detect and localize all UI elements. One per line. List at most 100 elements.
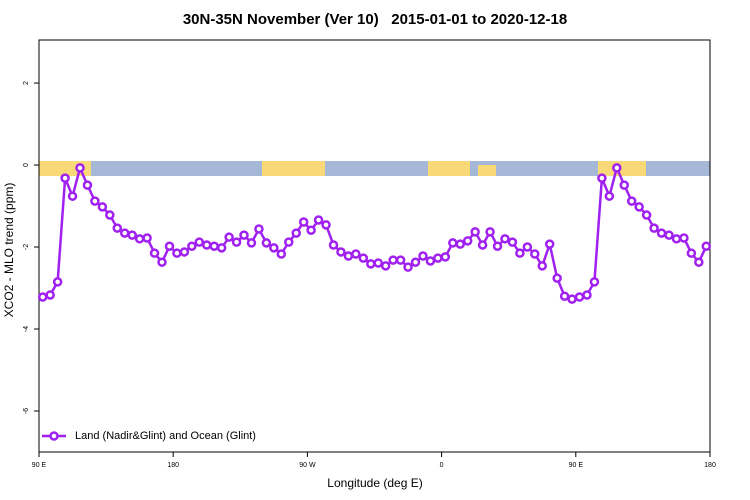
point — [425, 256, 436, 266]
point — [582, 290, 592, 300]
point — [358, 253, 369, 263]
point — [373, 258, 383, 268]
point — [45, 290, 55, 300]
point — [507, 237, 518, 247]
x-tick-label: 180 — [704, 462, 716, 469]
point — [336, 247, 346, 257]
y-axis-label: XCO2 - MLO trend (ppm) — [2, 183, 16, 318]
point — [544, 239, 555, 249]
point — [119, 228, 130, 238]
point — [216, 243, 227, 253]
series-line — [42, 164, 708, 301]
point — [559, 291, 570, 301]
y-tick-label: 0 — [23, 163, 30, 167]
point — [679, 233, 689, 243]
land-ocean-strip — [39, 161, 710, 176]
point — [641, 210, 652, 220]
point — [127, 230, 137, 240]
point — [619, 180, 630, 190]
y-tick-label: -6 — [23, 408, 30, 414]
point — [298, 217, 309, 227]
point — [380, 261, 391, 271]
point — [306, 225, 316, 235]
ocean-band — [39, 161, 710, 176]
point — [574, 292, 585, 302]
point — [172, 248, 182, 258]
plot-frame — [38, 39, 711, 453]
x-tick-label: 180 — [167, 462, 179, 469]
x-tick-label: 0 — [440, 462, 444, 469]
point — [187, 241, 197, 251]
point — [515, 248, 525, 258]
point — [239, 230, 249, 240]
point — [462, 236, 473, 246]
point — [231, 237, 242, 247]
y-tick-label: 2 — [23, 81, 30, 85]
point — [276, 249, 287, 259]
point — [686, 248, 697, 258]
point — [209, 241, 219, 251]
point — [477, 240, 488, 250]
point — [612, 163, 622, 173]
point — [284, 237, 294, 247]
x-tick-label: 90 W — [299, 462, 316, 469]
x-tick-label: 90 E — [32, 462, 47, 469]
point — [537, 261, 547, 271]
point — [328, 240, 339, 250]
point — [522, 242, 533, 252]
point — [597, 173, 607, 183]
point — [351, 249, 361, 259]
point — [567, 294, 577, 304]
point — [112, 223, 123, 233]
point — [194, 237, 205, 247]
point — [157, 257, 167, 267]
point — [664, 230, 674, 240]
land-band — [478, 165, 496, 176]
point — [313, 215, 324, 225]
point — [149, 248, 160, 258]
point — [179, 247, 190, 257]
point — [470, 227, 480, 237]
chart-title: 30N-35N November (Ver 10) 2015-01-01 to … — [183, 11, 567, 28]
legend-marker — [49, 431, 59, 441]
point — [448, 238, 458, 248]
point — [67, 191, 78, 201]
point — [694, 257, 704, 267]
point — [455, 239, 465, 249]
point — [418, 251, 428, 261]
point — [410, 257, 421, 267]
point — [37, 292, 48, 302]
point — [134, 234, 145, 244]
legend-label: Land (Nadir&Glint) and Ocean (Glint) — [75, 430, 256, 442]
point — [254, 224, 264, 234]
point — [224, 232, 234, 242]
y-tick-label: -2 — [23, 244, 30, 250]
point — [589, 277, 600, 287]
point — [395, 255, 406, 265]
land-band — [598, 161, 646, 176]
point — [90, 196, 100, 206]
point — [97, 202, 108, 212]
point — [433, 253, 443, 263]
point — [403, 262, 413, 272]
point — [343, 251, 354, 261]
land-band — [428, 161, 470, 176]
point — [52, 277, 63, 287]
point — [291, 228, 301, 238]
x-axis-label: Longitude (deg E) — [327, 476, 422, 490]
point — [246, 238, 257, 248]
point — [656, 228, 667, 238]
point — [82, 180, 93, 190]
point — [164, 241, 175, 251]
point — [485, 227, 495, 237]
point — [105, 210, 115, 220]
y-tick-label: -4 — [23, 326, 30, 332]
point — [60, 173, 70, 183]
point — [261, 238, 272, 248]
x-tick-label: 90 E — [569, 462, 584, 469]
point — [500, 234, 510, 244]
point — [634, 202, 644, 212]
land-band — [262, 161, 325, 176]
point — [75, 163, 85, 173]
